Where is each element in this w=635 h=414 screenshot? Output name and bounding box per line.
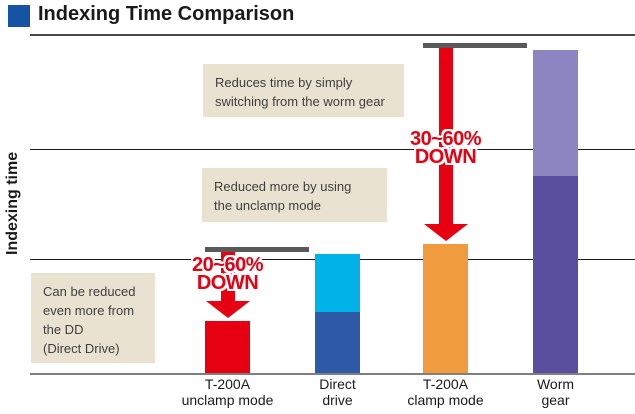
x-category-label: Direct drive [319,376,356,408]
reduction-arrow [205,251,250,319]
bar-2-segment-0 [423,243,468,373]
reference-level-marker [423,43,527,48]
x-category-label: Worm gear [536,376,575,408]
reduction-arrow [423,48,468,241]
note-reduced-from-direct-drive: Can be reduced even more from the DD (Di… [31,273,155,363]
gridline [30,149,635,151]
title-bullet-square [8,5,30,27]
bar-3-segment-0 [533,175,578,373]
title-row: Indexing Time Comparison [0,0,635,34]
note-reduced-by-unclamp-mode: Reduced more by using the unclamp mode [202,168,387,222]
arrow-shaft [438,48,453,225]
bar-0-segment-0 [205,321,250,373]
arrow-head-icon [423,223,468,241]
bar-3-segment-1 [533,50,578,176]
reference-level-marker [205,246,309,252]
x-category-label: T-200A unclamp mode [181,376,274,408]
arrow-shaft [220,251,235,303]
reduction-percentage-label: 30~60% DOWN [410,128,481,168]
page-title: Indexing Time Comparison [38,3,295,25]
chart-top-border [30,34,635,36]
note-reduces-from-worm-gear: Reduces time by simply switching from th… [203,64,404,117]
plot-area: 20~60% DOWN 30~60% DOWN [30,34,635,375]
bar-1-segment-0 [315,311,360,373]
x-category-label: T-200A clamp mode [407,376,484,408]
y-axis-label: Indexing time [4,151,21,256]
reduction-percentage-label: 20~60% DOWN [192,254,263,294]
x-axis-line [30,373,635,375]
bar-1-segment-1 [315,253,360,312]
arrow-head-icon [205,301,250,319]
